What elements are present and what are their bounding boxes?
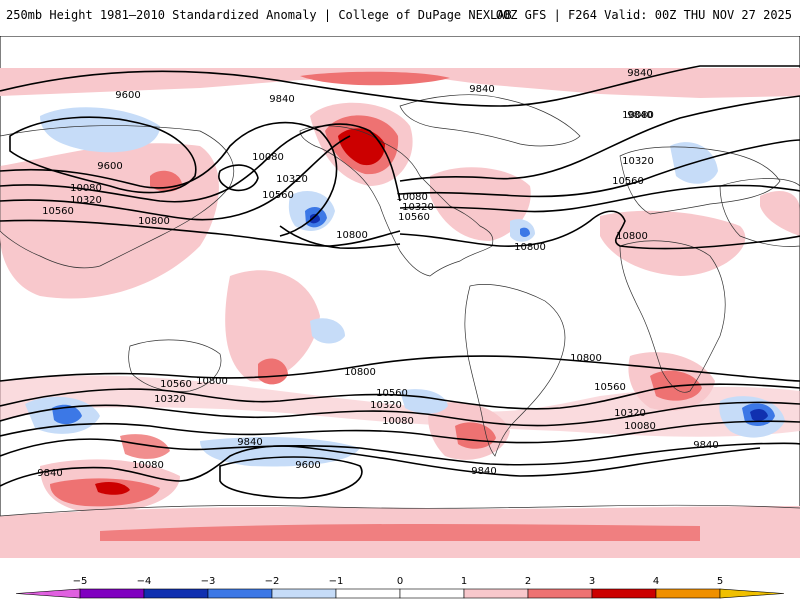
contour-label: 10800 — [196, 376, 228, 387]
colorbar-tick-label: 4 — [653, 576, 659, 587]
colorbar-tick-label: 0 — [397, 576, 403, 587]
contour-label: 10560 — [160, 379, 192, 390]
colorbar-tick-label: −4 — [137, 576, 152, 587]
contour-label: 10800 — [138, 216, 170, 227]
contour-label: 10080 — [70, 183, 102, 194]
contour-label: 10080 — [252, 152, 284, 163]
colorbar-tick-label: −1 — [329, 576, 344, 587]
contour-label: 10320 — [276, 174, 308, 185]
contour-label: 9840 — [627, 68, 652, 79]
colorbar-tick-label: 1 — [461, 576, 467, 587]
contour-label: 10560 — [262, 190, 294, 201]
model-run-info: 00Z GFS | F264 Valid: 00Z THU NOV 27 202… — [495, 8, 792, 22]
contour-label: 10800 — [570, 353, 602, 364]
contour-label: 9840 — [627, 110, 652, 121]
contour-label: 10800 — [514, 242, 546, 253]
contour-label: 10800 — [336, 230, 368, 241]
contour-label: 10560 — [594, 382, 626, 393]
colorbar-swatch — [399, 588, 465, 599]
colorbar-tick-label: 2 — [525, 576, 531, 587]
colorbar-swatch — [719, 588, 785, 599]
contour-label: 10800 — [344, 367, 376, 378]
anomaly-map: 9600 9840 9840 9840 9840 9600 10080 1032… — [0, 36, 800, 558]
colorbar-swatch — [143, 588, 209, 599]
contour-label: 10080 — [396, 192, 428, 203]
colorbar: −5 −4 −3 −2 −1 0 1 2 3 4 5 — [15, 576, 785, 599]
colorbar-swatch — [591, 588, 657, 599]
contour-label: 9840 — [37, 468, 62, 479]
contour-label: 10320 — [402, 202, 434, 213]
map-header: 250mb Height 1981–2010 Standardized Anom… — [0, 0, 800, 36]
colorbar-tick-label: −2 — [265, 576, 280, 587]
contour-label: 9600 — [97, 161, 122, 172]
contour-label: 10080 — [382, 416, 414, 427]
contour-label: 10800 — [616, 231, 648, 242]
contour-label: 9840 — [269, 94, 294, 105]
colorbar-swatch — [15, 588, 81, 599]
colorbar-tick-label: 5 — [717, 576, 723, 587]
colorbar-tick-label: −3 — [201, 576, 216, 587]
contour-label: 9600 — [115, 90, 140, 101]
colorbar-swatch — [655, 588, 721, 599]
geopotential-contours — [0, 65, 800, 499]
contour-labels: 9600 9840 9840 9840 9840 9600 10080 1032… — [37, 68, 718, 479]
contour-label: 10560 — [612, 176, 644, 187]
contour-label: 9840 — [237, 437, 262, 448]
contour-label: 10320 — [622, 156, 654, 167]
contour-label: 10080 — [622, 110, 654, 121]
contour-label: 9840 — [693, 440, 718, 451]
contour-label: 10080 — [132, 460, 164, 471]
contour-label: 10560 — [42, 206, 74, 217]
contour-label: 10560 — [376, 388, 408, 399]
contour-label: 9840 — [471, 466, 496, 477]
colorbar-tick-label: −5 — [73, 576, 88, 587]
colorbar-tick-label: 3 — [589, 576, 595, 587]
contour-label: 9840 — [469, 84, 494, 95]
colorbar-swatch — [463, 588, 529, 599]
map-title: 250mb Height 1981–2010 Standardized Anom… — [6, 8, 512, 22]
colorbar-swatch — [79, 588, 145, 599]
colorbar-swatches — [15, 588, 785, 599]
colorbar-swatch — [527, 588, 593, 599]
contour-label: 9600 — [295, 460, 320, 471]
contour-label: 10320 — [70, 195, 102, 206]
contour-label: 10320 — [154, 394, 186, 405]
colorbar-swatch — [271, 588, 337, 599]
contour-label: 10080 — [624, 421, 656, 432]
colorbar-swatch — [335, 588, 401, 599]
contour-label: 10320 — [614, 408, 646, 419]
colorbar-swatch — [207, 588, 273, 599]
contour-label: 10320 — [370, 400, 402, 411]
contour-label: 10560 — [398, 212, 430, 223]
continent-outlines — [0, 94, 800, 517]
colorbar-ticks: −5 −4 −3 −2 −1 0 1 2 3 4 5 — [73, 576, 724, 587]
